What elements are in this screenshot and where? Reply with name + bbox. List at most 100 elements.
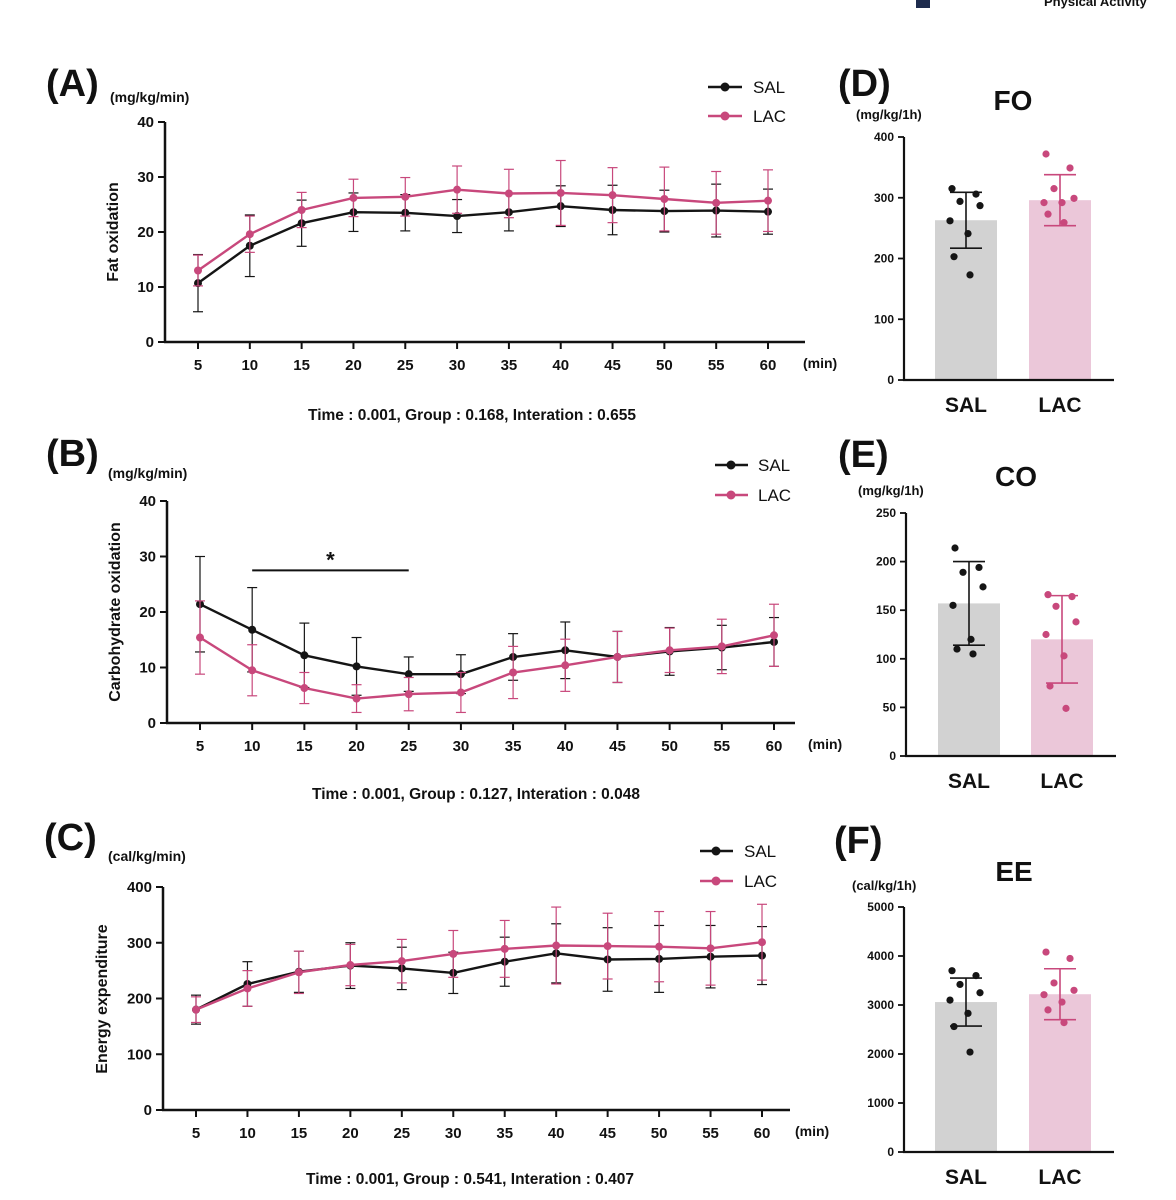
panel-b-lac-point [613,652,622,661]
panel-f-lac-datapoint [1070,986,1078,994]
panel-a-xtick-label: 20 [345,357,362,374]
panel-d-sal-datapoint [976,202,984,210]
panel-b-xtick-label: 30 [453,738,470,755]
panel-d-sal-datapoint [972,190,980,198]
panel-e-lac-datapoint [1042,630,1050,639]
panel-a-legend-sal-marker [720,82,730,92]
panel-c-xtick-label: 30 [445,1125,462,1142]
panel-d-lac-datapoint [1066,164,1074,172]
header-text-fragment: Physical Activity [1044,0,1148,9]
panel-b-xtick-label: 60 [766,738,783,755]
panel-b-sal-line [199,603,775,676]
panel-f-sal-datapoint [948,967,956,975]
panel-d-lac-datapoint [1042,150,1050,158]
panel-b-lac-point [248,666,257,675]
panel-f-lac-datapoint [1058,998,1066,1006]
panel-c-xtick-label: 40 [548,1125,565,1142]
panel-d-lac-bar [1029,200,1091,380]
panel-c-legend-sal-marker [711,846,721,856]
panel-b-ytick-label: 40 [139,493,156,510]
panel-b-lac-point [561,661,570,670]
panel-a-ytick-label: 40 [137,114,154,131]
panel-a-xtick-label: 60 [760,357,777,374]
panel-a-lac-point [401,192,410,201]
panel-a-xtick-label: 55 [708,357,725,374]
panel-a-xtick-label: 5 [194,357,202,374]
panel-e-lac-datapoint [1062,704,1070,712]
panel-e-sal-datapoint [953,645,961,653]
panel-e-lac-category-label: LAC [1040,770,1083,793]
panel-b-unit: (mg/kg/min) [108,465,187,481]
panel-f-lac-category-label: LAC [1038,1166,1081,1189]
panel-b-xtick-label: 55 [713,738,730,755]
panel-b-sal-point [404,670,413,679]
panel-b-ylabel: Carbohydrate oxidation [107,522,124,702]
panel-d-lac-datapoint [1058,199,1066,207]
panel-c-lac-point [294,968,303,977]
panel-d-ytick-label: 0 [887,373,894,387]
panel-a-legend-lac-marker [720,111,730,121]
panel-b-lac-line [199,634,775,700]
panel-e-label: (E) [838,434,889,476]
panel-a-label: (A) [46,63,99,105]
panel-d-lac-datapoint [1050,185,1058,193]
panel-c-lac-point [449,949,458,958]
panel-c-sal-line [195,952,763,1011]
panel-b-lac-point [509,668,518,677]
panel-a-xtick-label: 15 [293,357,310,374]
panel-d-unit: (mg/kg/1h) [856,107,922,122]
panel-b-xtick-label: 35 [505,738,522,755]
panel-a-lac-point [349,193,358,202]
panel-e-lac-datapoint [1046,682,1054,690]
panel-f-lac-datapoint [1060,1019,1068,1027]
panel-c-unit: (cal/kg/min) [108,848,186,864]
panel-b-xtick-label: 15 [296,738,313,755]
panel-e-sal-datapoint [951,544,959,552]
panel-d-sal-datapoint [964,229,972,238]
panel-c-legend-sal: SAL [744,842,776,861]
panel-c-lac-point [243,984,252,993]
panel-a-lac-point [608,191,617,200]
panel-f-sal-datapoint [966,1048,974,1056]
panel-b-sal-point [352,662,361,671]
panel-c: (C) (cal/kg/min) Energy expenditure SAL … [44,817,829,1188]
panel-c-xtick-label: 5 [192,1125,200,1142]
panel-f-ytick-label: 5000 [867,900,894,914]
panel-a-xtick-label: 40 [552,357,569,374]
panel-a-ytick-label: 30 [137,169,154,186]
panel-c-legend-lac: LAC [744,872,777,891]
panel-b-xtick-label: 25 [400,738,417,755]
panel-a-lac-point [504,189,513,198]
panel-c-lac-point [192,1005,200,1014]
panel-d-sal-datapoint [946,217,954,225]
panel-a-lac-line [197,188,769,272]
panel-c-ytick-label: 400 [127,879,152,896]
panel-a-stats: Time : 0.001, Group : 0.168, Interation … [308,407,636,424]
panel-b-lac-point [196,633,204,642]
panel-f-lac-datapoint [1044,1006,1052,1014]
panel-e-unit: (mg/kg/1h) [858,483,924,498]
panel-d-sal-datapoint [956,197,964,205]
panel-f-lac-bar [1029,994,1091,1152]
panel-f-ytick-label: 4000 [867,949,894,963]
panel-b-legend-lac: LAC [758,486,791,505]
panel-c-lac-point [706,944,715,953]
panel-c-lac-line [195,941,763,1011]
panel-a-xtick-label: 35 [501,357,518,374]
panel-b-ytick-label: 0 [148,715,156,732]
panel-d-ytick-label: 300 [874,191,894,205]
header-logo-block [916,0,930,8]
panel-f-title: EE [995,856,1032,887]
panel-a-ylabel: Fat oxidation [105,182,122,282]
panel-c-xtick-label: 45 [599,1125,616,1142]
panel-a-lac-point [453,185,462,194]
panel-e-sal-datapoint [975,563,983,572]
panel-e-lac-datapoint [1072,618,1080,626]
panel-b-lac-point [352,694,361,703]
panel-a-legend-sal: SAL [753,78,785,97]
panel-a-lac-point [245,230,254,239]
panel-d-lac-datapoint [1044,210,1052,218]
panel-b-sal-point [300,651,309,660]
panel-e-ytick-label: 0 [889,749,896,763]
